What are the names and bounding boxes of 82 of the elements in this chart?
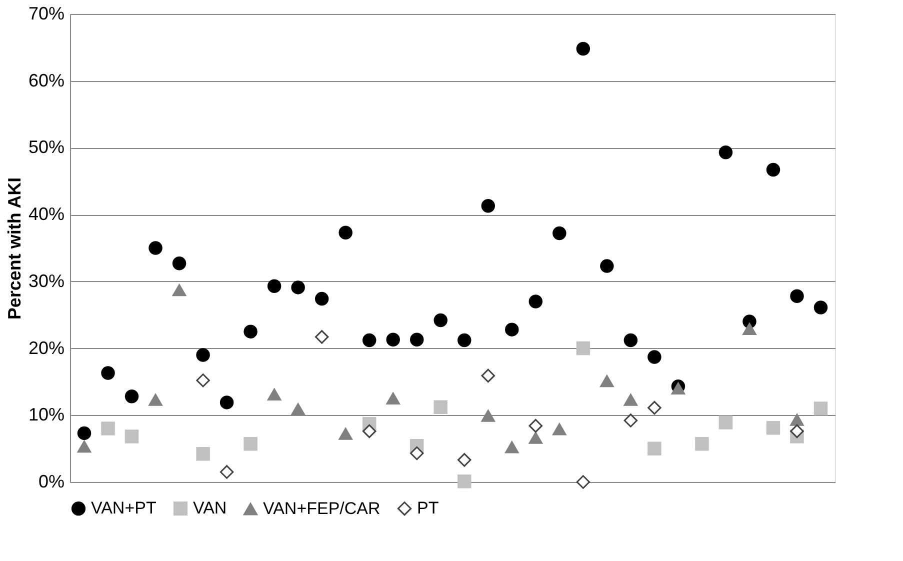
point	[624, 333, 638, 348]
point	[172, 284, 186, 296]
y-tick-label: 10%	[28, 404, 64, 425]
point	[528, 432, 543, 444]
point	[291, 403, 305, 416]
point	[790, 424, 804, 438]
y-tick-label: 40%	[28, 204, 64, 224]
point	[790, 414, 804, 426]
point	[481, 199, 496, 213]
legend-label: PT	[417, 498, 439, 518]
point	[648, 442, 662, 456]
point	[244, 324, 258, 338]
point	[528, 418, 543, 433]
point	[77, 440, 92, 453]
point	[671, 382, 686, 394]
point	[576, 42, 590, 56]
point	[196, 374, 210, 388]
point	[505, 441, 519, 454]
point	[742, 322, 756, 335]
point	[338, 226, 352, 240]
point	[481, 410, 496, 422]
point	[790, 289, 804, 303]
point	[766, 162, 780, 177]
legend-label: VAN+FEP/CAR	[263, 499, 380, 518]
point	[101, 422, 115, 436]
point	[220, 396, 234, 410]
point	[600, 374, 614, 388]
point	[244, 437, 258, 451]
point	[172, 256, 186, 270]
legend-label: VAN	[193, 498, 227, 518]
point	[718, 146, 733, 160]
y-tick-label: 70%	[28, 4, 64, 24]
y-tick-label: 30%	[28, 270, 64, 291]
point	[552, 423, 566, 436]
y-tick-label: 50%	[28, 137, 64, 158]
point	[624, 394, 638, 406]
y-tick-label: 20%	[28, 338, 64, 358]
point	[267, 279, 282, 293]
point	[101, 366, 115, 380]
point	[386, 332, 400, 346]
point	[196, 447, 210, 461]
point	[148, 241, 162, 255]
point	[196, 348, 210, 362]
point	[77, 426, 92, 440]
point	[362, 424, 376, 438]
point	[314, 292, 329, 306]
point	[814, 402, 828, 416]
point	[766, 420, 780, 435]
point	[458, 333, 472, 348]
point	[410, 332, 424, 346]
point	[362, 333, 376, 348]
point	[124, 390, 139, 404]
point	[220, 465, 234, 479]
point	[314, 330, 329, 344]
point	[124, 430, 139, 444]
point	[600, 259, 614, 273]
point	[148, 394, 162, 406]
y-axis-title: Percent with AKI	[4, 177, 24, 320]
point	[528, 294, 543, 308]
point	[576, 341, 590, 356]
point	[648, 350, 662, 364]
point	[624, 414, 638, 428]
point	[814, 300, 828, 314]
y-tick-label: 60%	[28, 70, 64, 90]
point	[434, 313, 448, 328]
point	[576, 475, 590, 489]
point	[410, 446, 424, 460]
legend-label: VAN+PT	[91, 498, 156, 518]
point	[552, 226, 566, 240]
point	[648, 400, 662, 415]
point	[458, 474, 472, 488]
point	[505, 322, 519, 336]
point	[481, 368, 496, 383]
point	[338, 428, 352, 440]
point	[386, 392, 400, 404]
point	[718, 416, 733, 430]
point	[291, 280, 305, 294]
point	[458, 453, 472, 467]
point	[695, 437, 709, 451]
point	[267, 388, 282, 400]
y-tick-label: 0%	[38, 472, 64, 492]
point	[434, 400, 448, 414]
